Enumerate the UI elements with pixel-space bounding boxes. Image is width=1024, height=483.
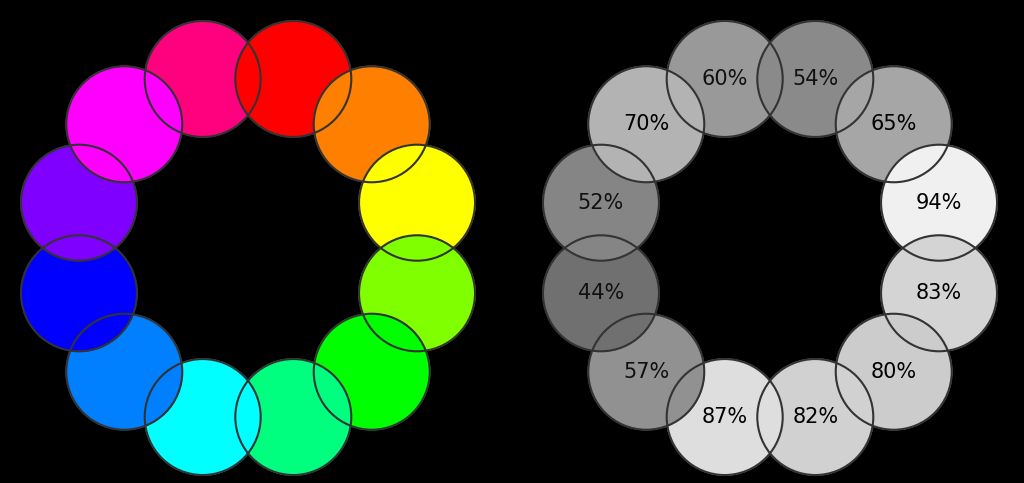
Text: 70%: 70% (624, 114, 670, 134)
Text: 80%: 80% (870, 362, 916, 382)
Text: 54%: 54% (793, 69, 839, 89)
Circle shape (543, 145, 659, 261)
Circle shape (758, 359, 873, 475)
Circle shape (881, 145, 997, 261)
Circle shape (313, 66, 430, 182)
Circle shape (758, 21, 873, 137)
Text: 94%: 94% (915, 193, 963, 213)
Circle shape (20, 145, 137, 261)
Circle shape (236, 21, 351, 137)
Text: 57%: 57% (624, 362, 670, 382)
Text: 52%: 52% (578, 193, 624, 213)
Text: 44%: 44% (578, 284, 624, 303)
Circle shape (359, 235, 475, 351)
Circle shape (881, 235, 997, 351)
Circle shape (588, 66, 705, 182)
Text: 83%: 83% (916, 284, 963, 303)
Text: 82%: 82% (793, 407, 839, 427)
Text: 60%: 60% (701, 69, 748, 89)
Circle shape (543, 235, 659, 351)
Circle shape (67, 314, 182, 430)
Circle shape (588, 314, 705, 430)
Circle shape (144, 359, 261, 475)
Circle shape (20, 235, 137, 351)
Circle shape (667, 359, 782, 475)
Circle shape (144, 21, 261, 137)
Circle shape (313, 314, 430, 430)
Circle shape (359, 145, 475, 261)
Text: 87%: 87% (701, 407, 748, 427)
Text: 65%: 65% (870, 114, 916, 134)
Circle shape (836, 314, 951, 430)
Circle shape (236, 359, 351, 475)
Circle shape (836, 66, 951, 182)
Circle shape (667, 21, 782, 137)
Circle shape (67, 66, 182, 182)
